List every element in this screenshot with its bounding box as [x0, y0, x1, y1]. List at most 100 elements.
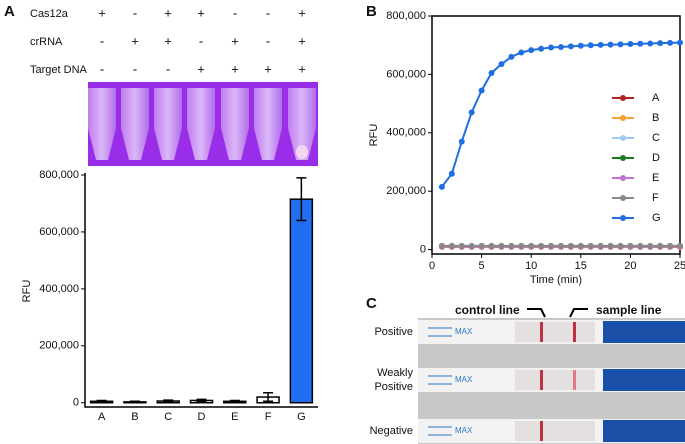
point [538, 242, 545, 249]
point [498, 61, 505, 68]
panel-label: A [4, 3, 15, 20]
point [528, 242, 535, 249]
error-bar [163, 399, 174, 403]
condition-sign: + [98, 5, 106, 20]
condition-sign: - [133, 61, 137, 76]
x-tick-label: 5 [479, 260, 485, 272]
legend-label: C [652, 132, 660, 144]
x-tick-label: C [164, 411, 172, 423]
condition-sign: - [199, 33, 203, 48]
condition-sign: - [100, 33, 104, 48]
error-bar [129, 400, 140, 404]
strip-caption: control line [455, 303, 520, 317]
condition-sign: + [298, 61, 306, 76]
error-bar [296, 177, 307, 222]
point [557, 242, 564, 249]
x-tick-label: 20 [624, 260, 636, 272]
legend-marker [620, 175, 626, 181]
condition-sign: - [166, 61, 170, 76]
y-tick-label: 800,000 [386, 10, 426, 22]
point [488, 242, 495, 249]
strip-pad-text: MAX [455, 375, 473, 384]
condition-sign: + [298, 33, 306, 48]
x-tick-label: F [265, 411, 272, 423]
point [478, 242, 485, 249]
point [468, 242, 475, 249]
point [667, 242, 674, 249]
tube-tip [296, 145, 308, 159]
strip-window [515, 322, 595, 342]
strip-pad [603, 369, 685, 391]
point [607, 242, 614, 249]
error-bar [96, 399, 107, 403]
strip-arrows [428, 327, 452, 337]
y-tick-label: 0 [73, 397, 79, 409]
strip-arrows [428, 375, 452, 385]
point [538, 45, 545, 52]
condition-sign: + [164, 5, 172, 20]
y-tick-label: 0 [420, 244, 426, 256]
sample-line [573, 322, 576, 342]
legend-label: E [652, 172, 659, 184]
condition-sign: - [100, 61, 104, 76]
point [597, 41, 604, 48]
point [587, 42, 594, 49]
tube [254, 88, 282, 160]
condition-label: Target DNA [30, 64, 88, 76]
point [548, 44, 555, 51]
point [637, 40, 644, 47]
point [677, 39, 683, 46]
strip-row-label: Negative [370, 425, 413, 437]
y-tick-label: 400,000 [386, 127, 426, 139]
x-tick-label: 25 [674, 260, 685, 272]
x-tick-label: B [131, 411, 138, 423]
y-tick-label: 600,000 [39, 226, 79, 238]
point [667, 39, 674, 46]
error-bar [263, 392, 274, 403]
point [637, 242, 644, 249]
point [627, 41, 634, 48]
condition-sign: + [231, 61, 239, 76]
control-line [540, 322, 543, 342]
point [518, 49, 525, 56]
plot-frame [431, 15, 681, 255]
point [488, 69, 495, 76]
sample-line [573, 370, 576, 390]
pointer [527, 308, 546, 318]
point [458, 138, 465, 145]
condition-label: Cas12a [30, 8, 69, 20]
strip-row-label: Weakly [377, 367, 413, 379]
legend-marker [620, 195, 626, 201]
point [508, 242, 515, 249]
point [438, 183, 445, 190]
error-bar [196, 398, 207, 403]
x-axis-label: Time (min) [530, 274, 582, 286]
point [577, 242, 584, 249]
legend-marker [620, 135, 626, 141]
series-line [441, 41, 681, 188]
tube [121, 88, 149, 160]
legend-marker [620, 95, 626, 101]
strip-caption: sample line [596, 303, 662, 317]
x-tick-label: 10 [525, 260, 537, 272]
legend-label: D [652, 152, 660, 164]
tube [221, 88, 249, 160]
y-tick-label: 200,000 [386, 185, 426, 197]
point [617, 242, 624, 249]
panel-label: B [366, 3, 377, 20]
point [468, 109, 475, 116]
legend-label: F [652, 192, 659, 204]
condition-sign: - [266, 33, 270, 48]
point [567, 242, 574, 249]
point [498, 242, 505, 249]
point [617, 41, 624, 48]
condition-sign: + [231, 33, 239, 48]
strip-arrows [428, 426, 452, 436]
legend-label: G [652, 212, 661, 224]
condition-sign: + [298, 5, 306, 20]
legend-marker [620, 115, 626, 121]
point [438, 242, 445, 249]
bar [289, 198, 314, 404]
control-line [540, 421, 543, 441]
